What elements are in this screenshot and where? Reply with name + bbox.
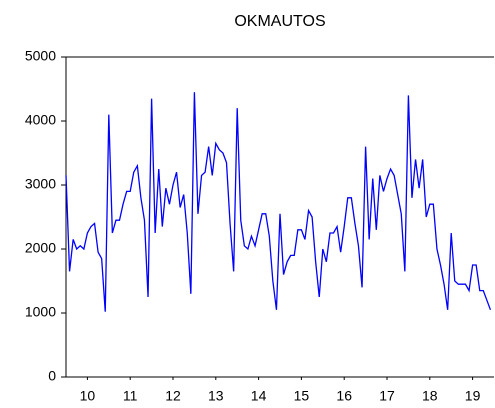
y-tick-label: 3000 [25,176,56,192]
y-tick-label: 2000 [25,240,56,256]
x-tick-label: 13 [208,388,224,404]
x-tick-label: 15 [294,388,310,404]
x-tick-label: 17 [379,388,395,404]
chart-title: OKMAUTOS [234,13,325,30]
y-tick-label: 4000 [25,112,56,128]
y-tick-label: 0 [48,368,56,384]
y-tick-label: 5000 [25,48,56,64]
x-tick-label: 14 [251,388,267,404]
series-line [65,92,492,312]
x-tick-label: 19 [465,388,481,404]
x-tick-label: 16 [336,388,352,404]
x-tick-label: 11 [123,388,138,404]
x-tick-label: 10 [80,388,96,404]
x-tick-label: 12 [165,388,181,404]
x-tick-label: 18 [422,388,438,404]
y-tick-label: 1000 [25,304,56,320]
